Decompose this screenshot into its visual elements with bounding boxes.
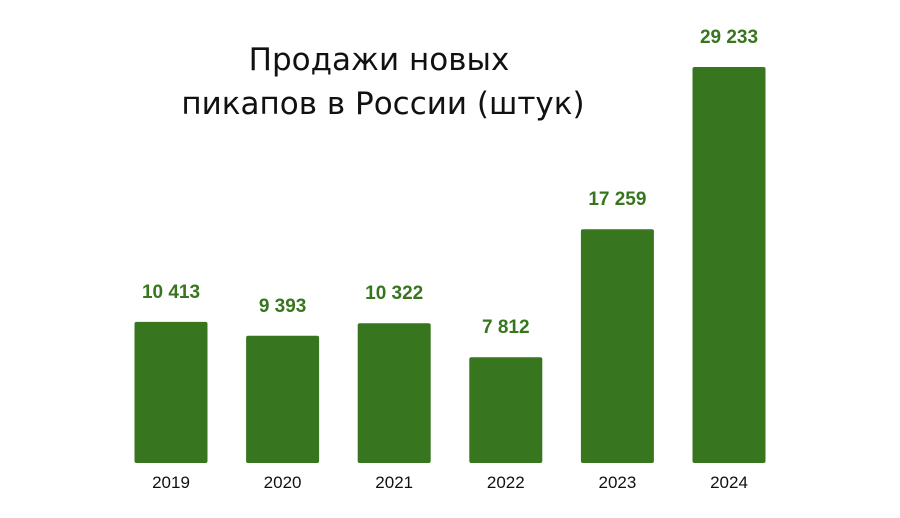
bar-2019	[134, 321, 208, 463]
bar-2020	[246, 335, 320, 463]
bar-2023	[580, 229, 654, 463]
value-label-2022: 7 812	[482, 317, 530, 338]
x-axis-tick-labels: 2019 2020 2021 2022 2023 2024	[152, 473, 748, 492]
value-label-2023: 17 259	[588, 189, 646, 210]
value-label-2024: 29 233	[700, 27, 758, 48]
bar-2022	[469, 357, 543, 463]
bar-group	[134, 67, 766, 463]
bar-2021	[357, 323, 431, 463]
value-label-2020: 9 393	[259, 296, 307, 317]
x-tick-label-2021: 2021	[375, 473, 413, 492]
x-tick-label-2019: 2019	[152, 473, 190, 492]
chart-title: Продажи новых пикапов в России (штук)	[181, 42, 584, 122]
chart-title-line-2: пикапов в России (штук)	[181, 86, 584, 122]
x-tick-label-2020: 2020	[264, 473, 302, 492]
value-label-group: 10 413 9 393 10 322 7 812 17 259 29 233	[142, 27, 758, 338]
chart-title-line-1: Продажи новых	[249, 42, 510, 78]
x-tick-label-2022: 2022	[487, 473, 525, 492]
x-tick-label-2023: 2023	[598, 473, 636, 492]
value-label-2019: 10 413	[142, 282, 200, 303]
value-label-2021: 10 322	[365, 283, 423, 304]
bar-2024	[692, 67, 766, 463]
x-tick-label-2024: 2024	[710, 473, 748, 492]
